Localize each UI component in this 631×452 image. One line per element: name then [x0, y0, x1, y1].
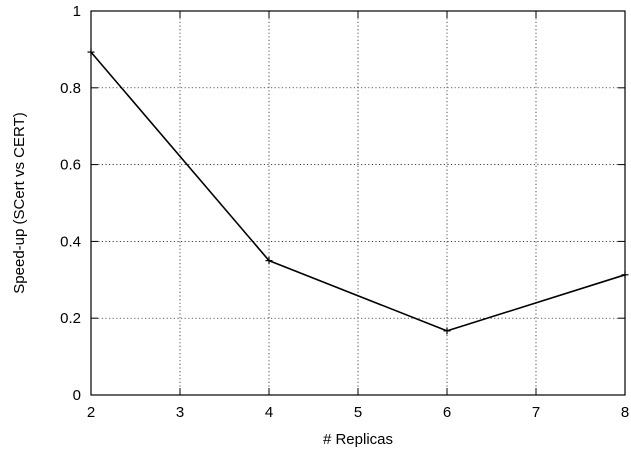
- y-tick-label: 0: [73, 387, 81, 404]
- data-point: [443, 327, 451, 335]
- plot-area-frame: [90, 10, 626, 396]
- x-tick-label: 8: [621, 404, 629, 421]
- x-tick-label: 2: [87, 404, 95, 421]
- series-line: [90, 51, 626, 332]
- x-tick-label: 5: [354, 404, 362, 421]
- y-tick-label: 1: [73, 3, 81, 20]
- grid-lines: [91, 11, 625, 395]
- x-tick-label: 6: [443, 404, 451, 421]
- x-tick-label: 4: [265, 404, 273, 421]
- x-tick-label: 7: [532, 404, 540, 421]
- x-axis-title: # Replicas: [323, 431, 393, 448]
- data-point: [265, 257, 273, 265]
- y-tick-label: 0.2: [60, 310, 81, 327]
- y-tick-label: 0.6: [60, 157, 81, 174]
- x-tick-label: 3: [176, 404, 184, 421]
- y-tick-labels: 0 0.2 0.4 0.6 0.8 1: [60, 3, 81, 404]
- y-tick-label: 0.4: [60, 233, 81, 250]
- x-tick-labels: 2 3 4 5 6 7 8: [87, 404, 629, 421]
- y-axis-title: Speed-up (SCert vs CERT): [11, 112, 28, 293]
- y-tick-label: 0.8: [60, 80, 81, 97]
